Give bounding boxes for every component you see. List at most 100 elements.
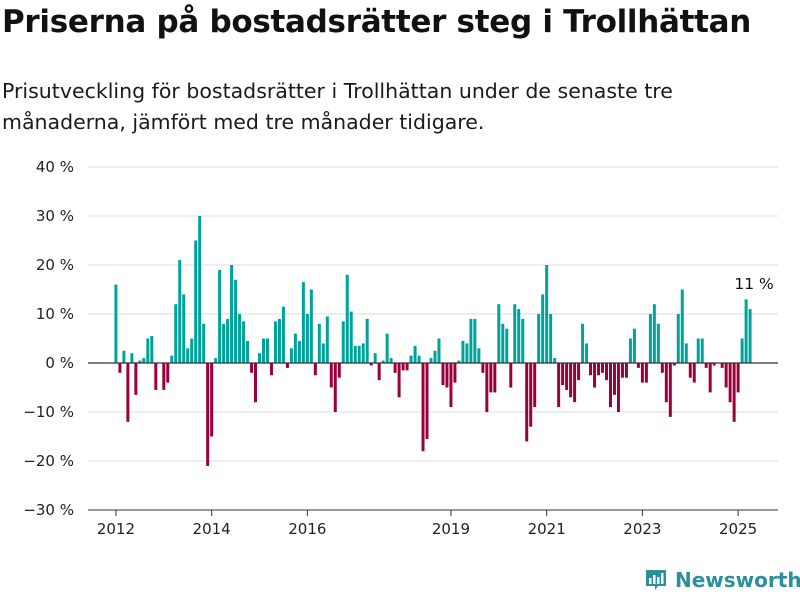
- x-tick-label: 2023: [623, 520, 661, 538]
- bar: [218, 269, 222, 363]
- x-tick-label: 2016: [288, 520, 326, 538]
- bar: [138, 360, 142, 363]
- y-tick-label: 40 %: [36, 158, 74, 176]
- bar: [581, 323, 585, 363]
- x-tick-label: 2025: [719, 520, 757, 538]
- bar: [174, 304, 178, 363]
- y-tick-label: 20 %: [36, 256, 74, 274]
- bar: [589, 363, 593, 376]
- bar: [134, 363, 138, 395]
- bar-chart-logo-icon: [646, 570, 666, 590]
- bar: [489, 363, 493, 393]
- bar: [660, 363, 664, 373]
- bar: [130, 353, 134, 363]
- bar: [409, 355, 413, 363]
- bar: [341, 321, 345, 363]
- bar: [724, 363, 728, 388]
- bar: [417, 355, 421, 363]
- bar: [114, 284, 118, 363]
- bar: [242, 321, 246, 363]
- x-tick-label: 2019: [432, 520, 470, 538]
- bar: [696, 338, 700, 363]
- bar: [206, 363, 210, 466]
- bar: [321, 343, 325, 363]
- bar: [250, 363, 254, 373]
- bar: [421, 363, 425, 452]
- bars: [114, 216, 752, 466]
- bar: [585, 343, 589, 363]
- bar: [481, 363, 485, 373]
- bar: [425, 363, 429, 439]
- bar: [345, 274, 349, 363]
- bar: [329, 363, 333, 388]
- bar: [640, 363, 644, 383]
- bar: [509, 363, 513, 388]
- bar: [381, 360, 385, 363]
- bar: [636, 363, 640, 368]
- bar: [146, 338, 150, 363]
- bar: [269, 363, 273, 376]
- bar: [676, 314, 680, 363]
- axes: [88, 362, 778, 516]
- bar: [154, 363, 158, 390]
- bar: [273, 321, 277, 363]
- y-tick-label: 30 %: [36, 207, 74, 225]
- bar: [513, 304, 517, 363]
- bar: [182, 294, 186, 363]
- bar: [305, 314, 309, 363]
- bar: [577, 363, 581, 381]
- bar: [449, 363, 453, 408]
- bar: [608, 363, 612, 408]
- bar: [517, 309, 521, 363]
- bar: [501, 323, 505, 363]
- bar: [337, 363, 341, 378]
- bar: [301, 282, 305, 363]
- bar: [605, 363, 608, 381]
- y-tick-label: 0 %: [45, 354, 74, 372]
- bar: [289, 348, 293, 363]
- bar: [190, 338, 194, 363]
- bar: [557, 363, 561, 408]
- bar: [281, 306, 285, 363]
- bar: [672, 363, 676, 366]
- bar: [553, 358, 557, 363]
- bar: [254, 363, 258, 403]
- bar: [708, 363, 712, 393]
- bar: [664, 363, 668, 403]
- bar: [397, 363, 401, 398]
- bar: [285, 363, 289, 368]
- bar: [704, 363, 708, 368]
- x-tick-label: 2014: [193, 520, 231, 538]
- bar: [122, 350, 126, 363]
- bar: [624, 363, 628, 378]
- bar: [210, 363, 214, 437]
- bar: [688, 363, 692, 378]
- bar: [561, 363, 565, 386]
- bar: [393, 363, 397, 373]
- bar: [612, 363, 616, 395]
- bar: [525, 363, 529, 442]
- bar: [194, 240, 198, 363]
- bar: [365, 318, 369, 363]
- bar: [493, 363, 497, 393]
- brand-logo: Newsworthy: [644, 568, 800, 592]
- bar: [684, 343, 688, 363]
- bar: [385, 333, 389, 363]
- bar: [680, 289, 684, 363]
- x-tick-label: 2012: [97, 520, 135, 538]
- bar: [349, 311, 353, 363]
- bar: [413, 345, 417, 363]
- bar: [401, 363, 405, 371]
- brand-name: Newsworthy: [675, 568, 800, 592]
- bar: [234, 279, 238, 363]
- bar: [457, 360, 461, 363]
- bar: [644, 363, 648, 383]
- bar: [573, 363, 577, 403]
- bar: [469, 318, 473, 363]
- bar: [628, 338, 632, 363]
- y-tick-label: −10 %: [23, 403, 74, 421]
- bar: [377, 363, 381, 381]
- bar: [744, 299, 748, 363]
- bar: [313, 363, 317, 376]
- bar: [150, 336, 154, 363]
